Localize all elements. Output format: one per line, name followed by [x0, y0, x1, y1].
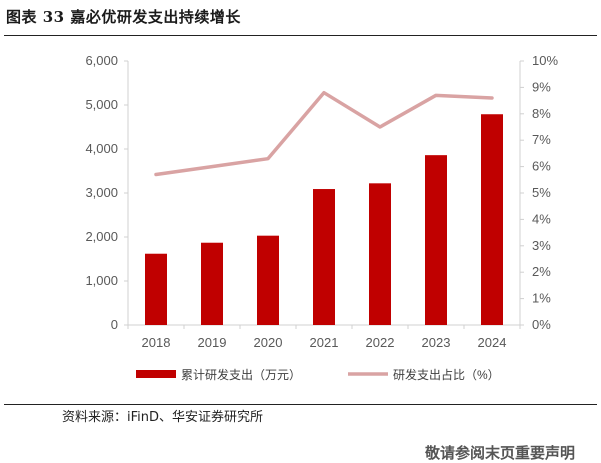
y-left-tick-label: 1,000 [85, 273, 118, 288]
y-right-tick-label: 6% [532, 159, 551, 174]
footer-note: 敬请参阅末页重要声明 [425, 444, 576, 462]
x-tick-label: 2020 [254, 335, 283, 350]
line-point [266, 157, 270, 160]
line-point [210, 165, 214, 168]
y-left-tick-label: 0 [111, 317, 118, 332]
y-right-tick-label: 2% [532, 264, 551, 279]
bar [313, 189, 335, 325]
y-left-tick-label: 3,000 [85, 185, 118, 200]
line-point [434, 94, 438, 97]
legend-line-label: 研发支出占比（%） [393, 367, 500, 382]
bar [145, 253, 167, 325]
source-note: 资料来源：iFinD、华安证券研究所 [62, 410, 264, 425]
bar [201, 242, 223, 325]
y-right-tick-label: 7% [532, 132, 551, 147]
x-tick-label: 2018 [142, 335, 171, 350]
source-rule [4, 404, 597, 405]
y-right-tick-label: 3% [532, 238, 551, 253]
x-tick-label: 2023 [422, 335, 451, 350]
y-right-tick-label: 10% [532, 53, 558, 68]
bar [369, 183, 391, 325]
y-left-tick-label: 4,000 [85, 141, 118, 156]
line-point [490, 96, 494, 100]
y-right-tick-label: 8% [532, 106, 551, 121]
x-tick-label: 2019 [198, 335, 227, 350]
y-right-tick-label: 1% [532, 291, 551, 306]
chart: 0 1,000 2,000 3,000 4,000 5,000 6,000 0% 1% 2% 3% 4… [85, 53, 558, 382]
line-point [154, 173, 158, 176]
x-tick-label: 2021 [310, 335, 339, 350]
y-right-tick-label: 0% [532, 317, 551, 332]
y-right-tick-label: 4% [532, 211, 551, 226]
x-tick-label: 2024 [478, 335, 507, 350]
y-left-tick-label: 5,000 [85, 97, 118, 112]
y-left-tick-label: 2,000 [85, 229, 118, 244]
chart-title: 图表 33 嘉必优研发支出持续增长 [6, 8, 241, 26]
bar [257, 235, 279, 325]
line-point [378, 125, 382, 129]
y-right-tick-label: 9% [532, 79, 551, 94]
x-tick-label: 2022 [366, 335, 395, 350]
line-point [322, 91, 326, 94]
title-rule [4, 35, 597, 36]
bar [425, 155, 447, 325]
legend-bar-swatch [136, 370, 176, 378]
bar [481, 114, 503, 326]
y-right-tick-label: 5% [532, 185, 551, 200]
legend-bar-label: 累计研发支出（万元） [181, 367, 301, 382]
y-left-tick-label: 6,000 [85, 53, 118, 68]
